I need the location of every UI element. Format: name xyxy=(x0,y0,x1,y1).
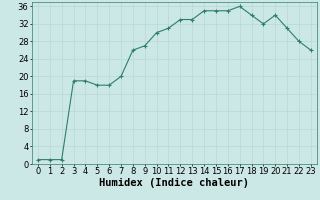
X-axis label: Humidex (Indice chaleur): Humidex (Indice chaleur) xyxy=(100,178,249,188)
